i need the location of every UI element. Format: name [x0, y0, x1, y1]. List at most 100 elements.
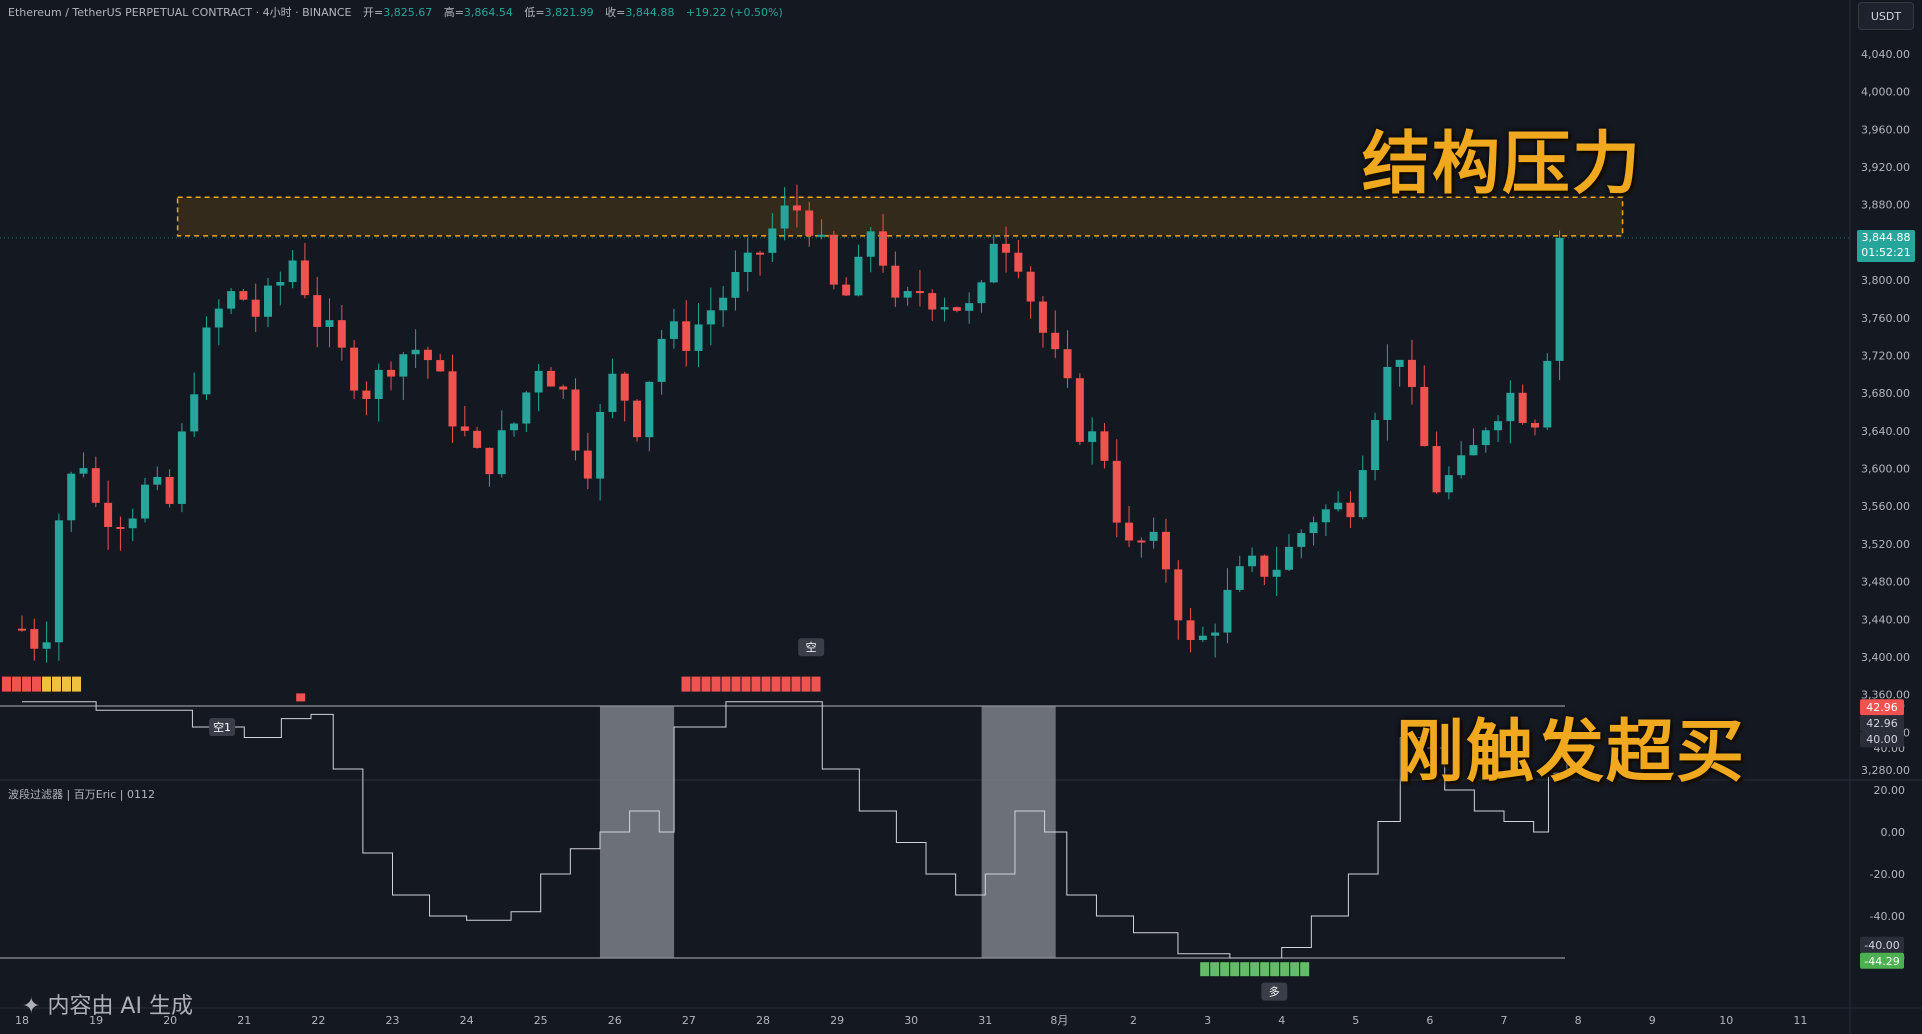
indicator-tick-label: 0.00 — [1881, 826, 1906, 839]
oversold-bar — [1200, 962, 1210, 977]
candle-body — [620, 373, 629, 401]
overbought-bar — [32, 676, 41, 692]
oversold-bar — [1230, 962, 1240, 977]
candle-body — [1309, 522, 1318, 534]
indicator-value-tag — [1860, 699, 1904, 716]
indicator-value-text: 42.96 — [1866, 717, 1898, 730]
time-axis: 18 19 20 21 22 23 24 25 26 27 28 29 30 31 8月 2 3 4 5 6 7 8 9 10… — [0, 1007, 1922, 1027]
candle-body — [1211, 632, 1220, 636]
candle-body — [583, 450, 592, 479]
watermark-text: 内容由 AI 生成 — [47, 994, 193, 1019]
candle-body — [202, 327, 211, 395]
candle-body — [903, 291, 912, 298]
candle-body — [743, 252, 752, 273]
candle-body — [608, 373, 617, 412]
oversold-bar — [1300, 962, 1310, 977]
candle-body — [448, 371, 457, 427]
overbought-callout: 刚触发超买 — [1396, 713, 1747, 792]
candle-body — [669, 321, 678, 339]
candle-body — [657, 338, 666, 382]
candle-body — [128, 518, 137, 529]
indicator-tick-label: 20.00 — [1874, 784, 1906, 797]
candle-body — [989, 243, 998, 283]
candle-body — [1444, 475, 1453, 493]
candle-body — [190, 394, 199, 432]
candle-body — [1469, 445, 1478, 456]
open-value: 3,825.67 — [383, 6, 433, 19]
candle-body — [79, 468, 88, 474]
candle-body — [768, 228, 777, 253]
overbought-bar — [22, 676, 31, 692]
high-label: 高= — [443, 6, 464, 19]
symbol-title[interactable]: Ethereum / TetherUS PERPETUAL CONTRACT ·… — [8, 6, 352, 19]
time-tick-label: 18 — [15, 1014, 29, 1027]
currency-button[interactable]: USDT — [1858, 2, 1914, 30]
candle-body — [1186, 620, 1195, 641]
time-tick-label: 9 — [1649, 1014, 1656, 1027]
time-tick-label: 2 — [1130, 1014, 1137, 1027]
candle-body — [854, 256, 863, 296]
time-tick-label: 23 — [386, 1014, 400, 1027]
candle-body — [1149, 531, 1158, 541]
candle-body — [104, 502, 113, 527]
bar-countdown: 01:52:21 — [1861, 246, 1911, 259]
candle-body — [534, 370, 543, 393]
overbought-bar — [691, 676, 701, 692]
time-tick-label: 22 — [311, 1014, 325, 1027]
overbought-bar — [62, 676, 71, 692]
candle-body — [1248, 555, 1257, 567]
signal-marker-label: 空 — [806, 640, 817, 654]
candle-body — [940, 307, 949, 310]
candle-body — [1383, 366, 1392, 420]
oversold-bar — [1270, 962, 1280, 977]
candle-body — [559, 386, 568, 390]
candle-body — [42, 642, 51, 649]
indicator-value-tag — [1860, 715, 1904, 732]
close-label: 收= — [605, 6, 626, 19]
candle-body — [1518, 392, 1527, 423]
time-tick-label: 8 — [1575, 1014, 1582, 1027]
candle-body — [423, 349, 432, 361]
price-tick-label: 3,640.00 — [1861, 425, 1910, 438]
candle-body — [1223, 589, 1232, 633]
candle-body — [780, 205, 789, 229]
signal-marker — [1261, 982, 1288, 1001]
candle-body — [300, 260, 309, 296]
overbought-bar — [296, 693, 306, 702]
candle-body — [546, 370, 555, 387]
open-label: 开= — [363, 6, 384, 19]
candle-body — [719, 297, 728, 311]
candle-body — [805, 210, 814, 236]
candle-body — [977, 282, 986, 304]
time-tick-label: 10 — [1719, 1014, 1733, 1027]
indicator-value-tag — [1860, 731, 1904, 748]
resistance-zone — [176, 196, 1624, 237]
candle-body — [829, 234, 838, 285]
candle-body — [706, 310, 715, 325]
candle-body — [694, 324, 703, 351]
indicator-value-tag — [1860, 952, 1904, 969]
candle-body — [485, 447, 494, 475]
indicator-label[interactable]: 波段过滤器 | 百万Eric | 0112 — [8, 788, 155, 801]
price-tick-label: 3,600.00 — [1861, 463, 1910, 476]
time-tick-label: 4 — [1278, 1014, 1285, 1027]
time-tick-label: 20 — [163, 1014, 177, 1027]
candle-body — [67, 473, 76, 521]
candle-body — [1407, 359, 1416, 387]
candle-body — [288, 260, 297, 283]
oscillator-line — [22, 701, 1568, 959]
price-tick-label: 3,760.00 — [1861, 312, 1910, 325]
overbought-bar — [721, 676, 731, 692]
overbought-bar — [801, 676, 811, 692]
time-tick-label: 7 — [1501, 1014, 1508, 1027]
oversold-bar — [1220, 962, 1230, 977]
candle-body — [276, 282, 285, 286]
candle-body — [1284, 546, 1293, 570]
time-tick-label: 28 — [756, 1014, 770, 1027]
candle-body — [1002, 243, 1011, 253]
indicator-value-text: -44.29 — [1864, 955, 1899, 968]
overbought-bar — [52, 676, 61, 692]
current-price: 3,844.88 — [1861, 231, 1911, 244]
indicator-tick-label: -40.00 — [1870, 910, 1905, 923]
